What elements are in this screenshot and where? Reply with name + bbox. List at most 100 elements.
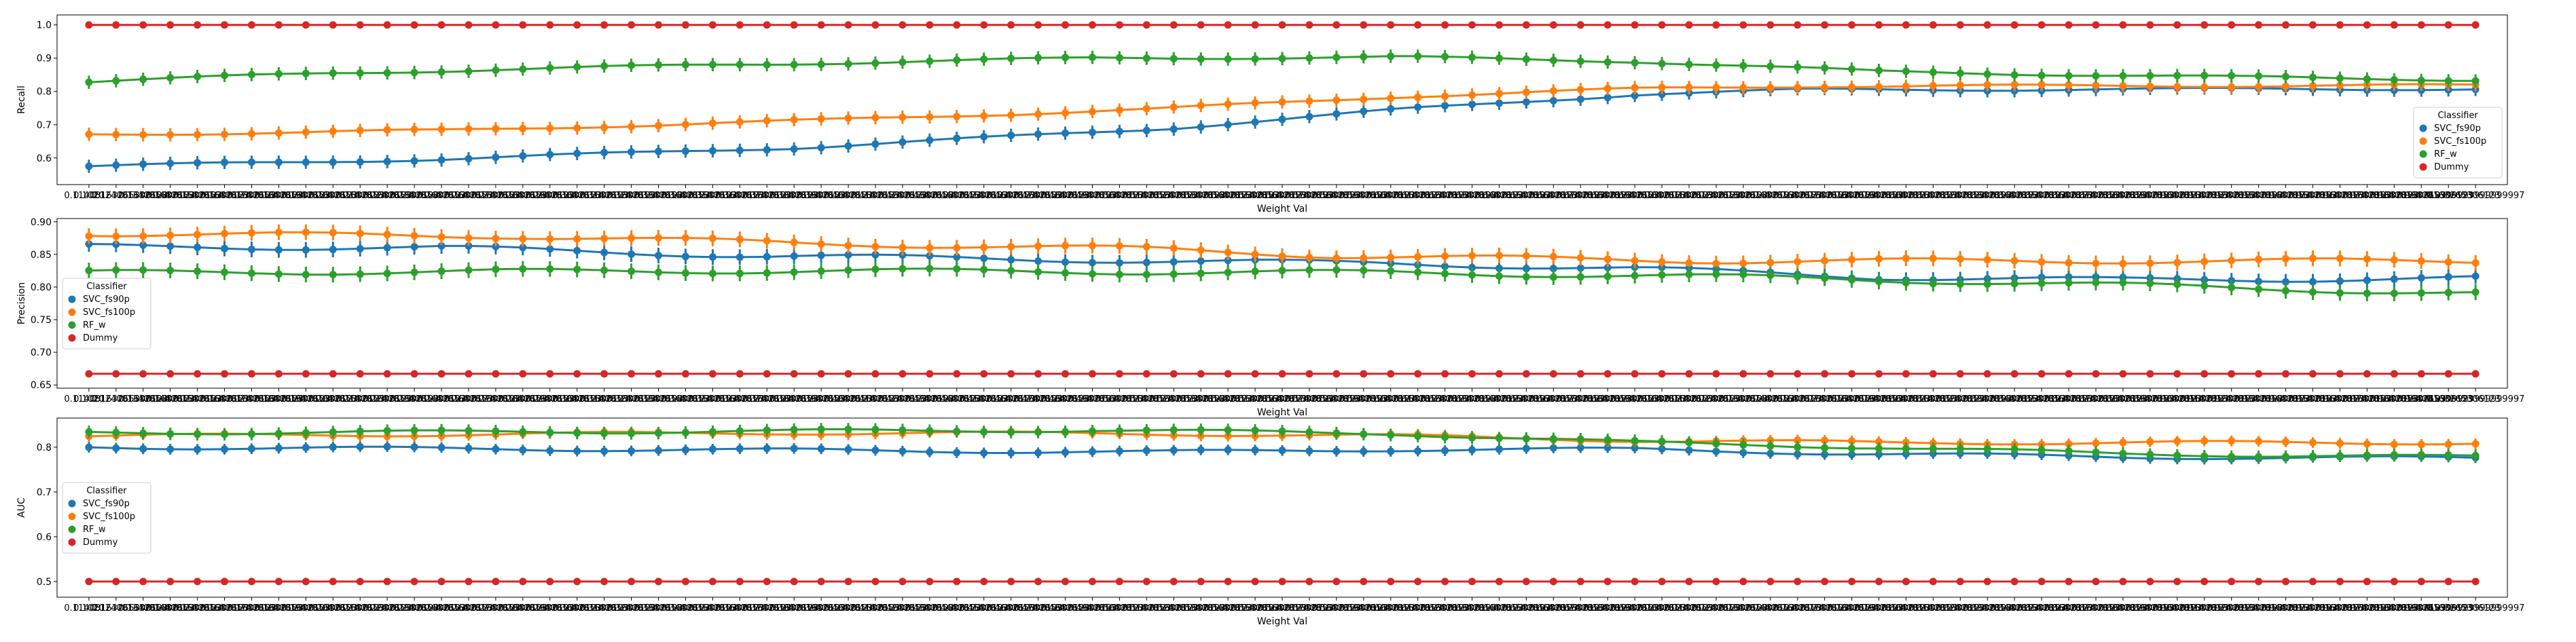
data-point bbox=[2336, 370, 2344, 378]
data-point bbox=[1360, 107, 1368, 115]
data-point bbox=[437, 125, 446, 133]
x-tick-label: 0.13408163265306123 bbox=[118, 603, 222, 613]
data-point bbox=[1007, 578, 1015, 586]
data-point bbox=[1902, 254, 1910, 263]
data-point bbox=[655, 429, 663, 437]
data-point bbox=[2308, 73, 2317, 81]
x-tick-label: 0.89408163265306123 bbox=[2125, 603, 2229, 613]
data-point bbox=[871, 21, 879, 29]
x-tick-label: 0.80408163265306123 bbox=[1881, 394, 1985, 404]
x-tick-label: 0.23408163265306123 bbox=[390, 603, 494, 613]
data-point bbox=[2228, 21, 2236, 29]
legend-marker bbox=[68, 334, 76, 342]
x-tick-label: 0.86408163265306123 bbox=[2044, 191, 2148, 201]
data-point bbox=[1224, 426, 1232, 434]
data-point bbox=[790, 21, 798, 29]
data-point bbox=[708, 253, 716, 261]
data-point bbox=[2173, 259, 2181, 267]
data-point bbox=[139, 131, 147, 139]
data-point bbox=[1115, 242, 1123, 250]
x-tick-label: 0.57408163265306123 bbox=[1284, 603, 1388, 613]
data-point bbox=[790, 252, 798, 260]
x-tick-label: 0.79408163265306123 bbox=[1854, 191, 1958, 201]
data-point bbox=[1007, 370, 1015, 378]
data-point bbox=[2308, 452, 2317, 460]
data-point bbox=[763, 117, 771, 125]
x-tick-label: 0.13408163265306123 bbox=[118, 191, 222, 201]
data-point bbox=[2471, 451, 2480, 459]
x-tick-label: 0.19408163265306123 bbox=[281, 394, 385, 404]
data-point bbox=[2010, 280, 2018, 288]
data-point bbox=[546, 265, 554, 273]
data-point bbox=[1495, 54, 1503, 62]
x-tick-label: 0.34408163265306123 bbox=[661, 603, 765, 613]
data-point bbox=[844, 578, 852, 586]
data-point bbox=[383, 69, 391, 77]
x-tick-label: 0.55408163265306123 bbox=[1230, 394, 1334, 404]
data-point bbox=[1712, 578, 1720, 586]
data-point bbox=[1169, 578, 1178, 586]
data-point bbox=[1983, 370, 1991, 378]
data-point bbox=[85, 162, 93, 170]
x-tick-label: 0.36408163265306123 bbox=[715, 603, 819, 613]
data-point bbox=[112, 578, 120, 586]
data-point bbox=[573, 265, 581, 273]
x-tick-label: 0.96408163265306123 bbox=[2315, 603, 2419, 613]
data-point bbox=[1658, 83, 1666, 92]
data-point bbox=[2417, 274, 2425, 282]
data-point bbox=[1115, 259, 1123, 267]
x-tick-label: 0.78408163265306123 bbox=[1827, 394, 1931, 404]
data-point bbox=[2255, 285, 2263, 293]
data-point bbox=[274, 430, 283, 438]
data-point bbox=[1224, 100, 1232, 108]
legend-entry-label: RF_w bbox=[83, 320, 106, 331]
data-point bbox=[112, 266, 120, 274]
x-axis-label: Weight Val bbox=[1257, 407, 1307, 418]
data-point bbox=[2308, 21, 2317, 29]
data-point bbox=[1332, 266, 1341, 274]
x-tick-label: 0.89408163265306123 bbox=[2125, 191, 2229, 201]
data-point bbox=[2444, 258, 2452, 266]
data-point bbox=[1522, 252, 1530, 260]
data-point bbox=[1115, 54, 1123, 62]
data-point bbox=[871, 370, 879, 378]
data-point bbox=[85, 443, 93, 451]
x-tick-label: 0.37408163265306123 bbox=[742, 394, 846, 404]
data-point bbox=[1169, 270, 1178, 278]
data-point bbox=[1576, 578, 1584, 586]
data-point bbox=[410, 578, 418, 586]
data-point bbox=[1902, 578, 1910, 586]
data-point bbox=[1007, 428, 1015, 436]
data-point bbox=[410, 231, 418, 240]
data-point bbox=[2282, 82, 2290, 90]
x-tick-label: 0.68408163265306123 bbox=[1583, 191, 1687, 201]
x-tick-label: 0.47408163265306123 bbox=[1013, 603, 1117, 613]
data-point bbox=[329, 370, 337, 378]
data-point bbox=[1251, 99, 1259, 107]
x-tick-label: 0.74408163265306123 bbox=[1745, 603, 1849, 613]
data-point bbox=[790, 145, 798, 153]
data-point bbox=[1278, 427, 1286, 435]
data-point bbox=[1685, 270, 1693, 278]
legend-box bbox=[62, 278, 151, 350]
data-point bbox=[1956, 280, 1964, 288]
data-point bbox=[1848, 437, 1856, 445]
x-tick-label: 0.22408163265306123 bbox=[363, 394, 467, 404]
x-tick-label: 0.37408163265306123 bbox=[742, 191, 846, 201]
data-point bbox=[980, 112, 988, 120]
data-point bbox=[1034, 130, 1042, 138]
data-point bbox=[302, 69, 310, 77]
data-point bbox=[194, 578, 202, 586]
data-point bbox=[1522, 88, 1530, 96]
x-tick-label: 0.59408163265306123 bbox=[1339, 191, 1443, 201]
data-point bbox=[1902, 67, 1910, 75]
data-point bbox=[1414, 370, 1422, 378]
data-point bbox=[166, 74, 175, 82]
data-point bbox=[817, 115, 825, 123]
x-tick-label: 0.56408163265306123 bbox=[1257, 603, 1361, 613]
data-point bbox=[953, 578, 961, 586]
x-tick-label: 0.85408163265306123 bbox=[2017, 603, 2121, 613]
data-point bbox=[437, 370, 446, 378]
legend-entry-label: SVC_fs90p bbox=[83, 499, 130, 509]
data-point bbox=[1007, 21, 1015, 29]
